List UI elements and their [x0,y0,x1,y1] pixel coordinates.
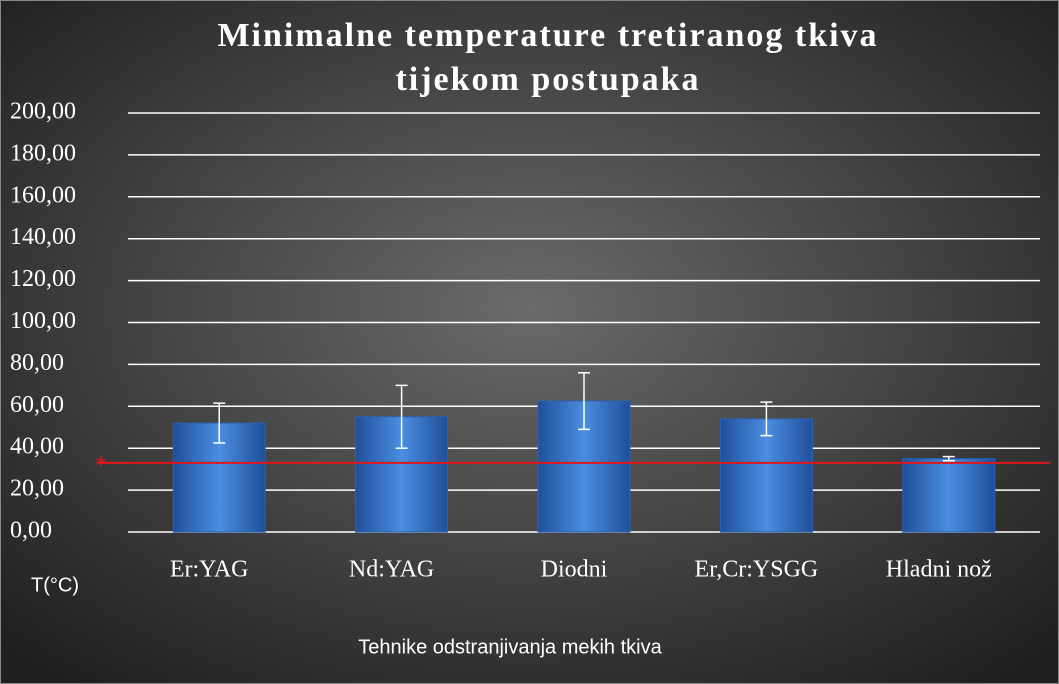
x-tick-label: Nd:YAG [349,557,434,583]
error-bar [395,384,408,449]
reference-label: * [95,452,107,478]
x-tick-label: Diodni [541,557,608,583]
x-tick-label: Er,Cr:YSGG [695,557,819,583]
error-bar [578,372,590,431]
y-tick-label: 140,00 [10,224,76,250]
y-tick-label: 120,00 [10,266,76,292]
y-tick-label: 200,00 [10,99,76,125]
y-tick-label: 100,00 [10,308,76,334]
x-tick-label: Er:YAG [170,557,249,583]
y-axis-label: T(°C) [31,574,79,596]
bar [902,458,996,533]
y-tick-label: 40,00 [10,434,64,460]
y-tick-label: 180,00 [10,140,76,166]
chart-title: tijekom postupaka [395,61,700,98]
y-tick-label: 80,00 [10,350,64,376]
error-bar [760,401,773,437]
error-bar [942,455,955,462]
error-bar [213,402,226,444]
x-tick-label: Hladni nož [886,557,992,583]
y-tick-label: 60,00 [10,392,64,418]
y-tick-label: 0,00 [10,518,52,544]
bar [719,418,813,533]
x-axis-label: Tehnike odstranjivanja mekih tkiva [358,636,662,658]
chart-title: Minimalne temperature tretiranog tkiva [217,17,878,54]
y-tick-label: 160,00 [10,182,76,208]
y-tick-label: 20,00 [10,476,64,502]
